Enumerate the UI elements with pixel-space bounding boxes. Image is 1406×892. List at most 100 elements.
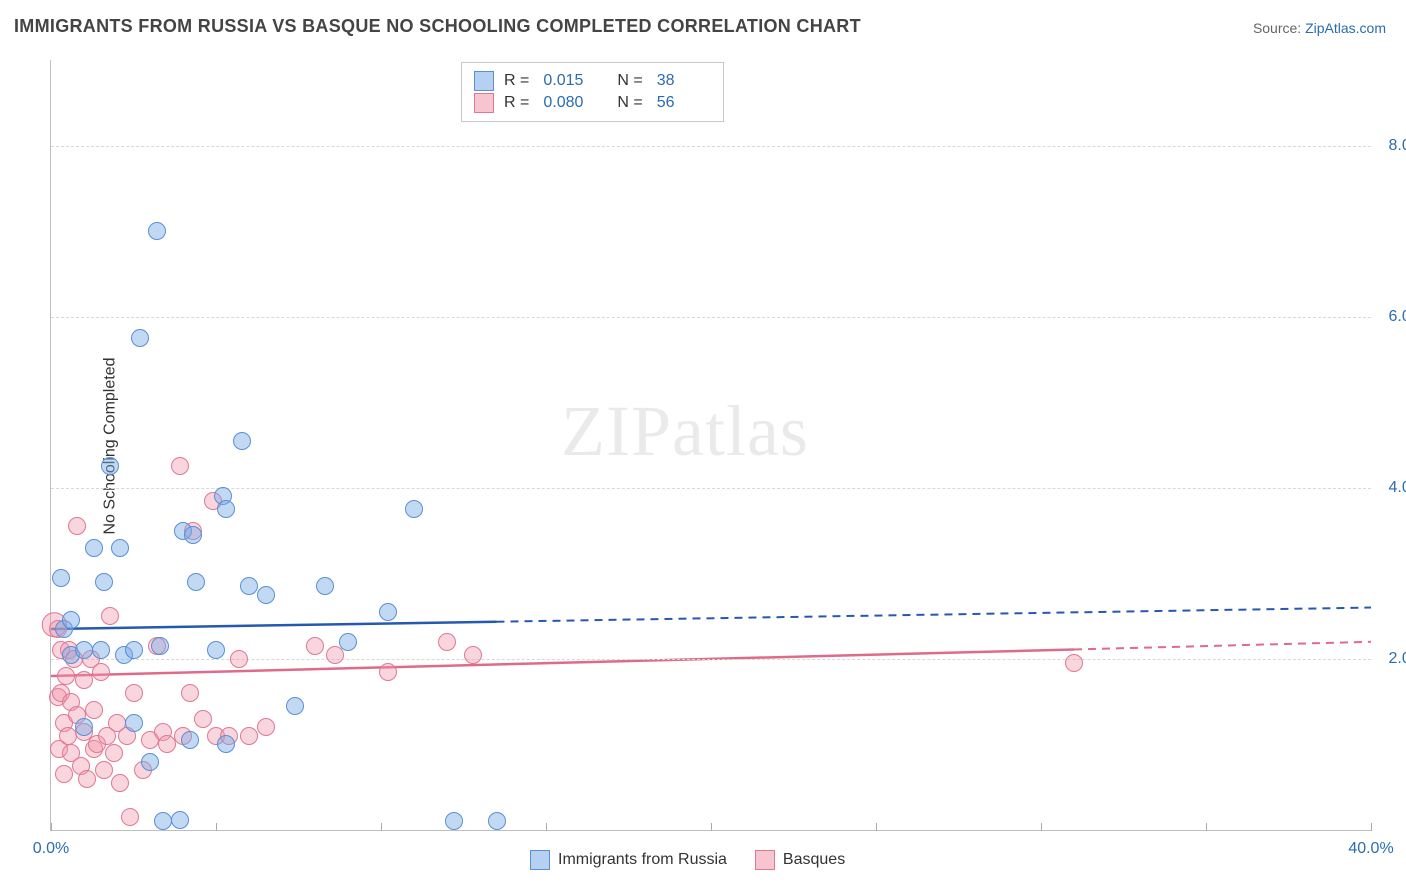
data-point [257, 586, 275, 604]
data-point [379, 663, 397, 681]
x-tick [381, 823, 382, 831]
x-tick [1206, 823, 1207, 831]
regression-line [51, 622, 497, 629]
data-point [75, 718, 93, 736]
data-point [85, 539, 103, 557]
data-point [339, 633, 357, 651]
data-point [306, 637, 324, 655]
x-tick [876, 823, 877, 831]
data-point [316, 577, 334, 595]
gridline [51, 146, 1371, 147]
legend-swatch [474, 71, 494, 91]
data-point [85, 701, 103, 719]
plot-area: ZIPatlas R =0.015N =38R =0.080N =56 2.0%… [50, 60, 1371, 831]
data-point [488, 812, 506, 830]
x-tick [51, 823, 52, 831]
data-point [92, 663, 110, 681]
y-tick-label: 4.0% [1389, 479, 1406, 497]
x-tick [546, 823, 547, 831]
source-prefix: Source: [1253, 20, 1305, 36]
regression-line-extrapolated [497, 608, 1372, 622]
data-point [68, 517, 86, 535]
n-value: 56 [657, 94, 711, 112]
n-label: N = [617, 72, 642, 90]
data-point [101, 457, 119, 475]
gridline [51, 317, 1371, 318]
data-point [75, 641, 93, 659]
legend-swatch [530, 850, 550, 870]
regression-line [51, 649, 1074, 676]
gridline [51, 659, 1371, 660]
legend-swatch [755, 850, 775, 870]
data-point [171, 811, 189, 829]
data-point [141, 753, 159, 771]
data-point [464, 646, 482, 664]
data-point [125, 714, 143, 732]
data-point [181, 731, 199, 749]
data-point [207, 641, 225, 659]
watermark-atlas: atlas [672, 391, 809, 471]
regression-line-extrapolated [1074, 642, 1371, 650]
data-point [184, 526, 202, 544]
r-label: R = [504, 94, 529, 112]
data-point [105, 744, 123, 762]
x-tick-label: 40.0% [1348, 840, 1393, 858]
legend-swatch [474, 93, 494, 113]
data-point [62, 611, 80, 629]
legend-series: Immigrants from Russia Basques [530, 850, 845, 870]
data-point [171, 457, 189, 475]
legend-row: R = 0.015 N = 38 [474, 71, 711, 91]
data-point [445, 812, 463, 830]
data-point [57, 667, 75, 685]
legend-label: Immigrants from Russia [558, 851, 727, 869]
data-point [240, 577, 258, 595]
y-tick-label: 6.0% [1389, 308, 1406, 326]
source-label: Source: ZipAtlas.com [1253, 20, 1386, 36]
data-point [131, 329, 149, 347]
x-tick [1041, 823, 1042, 831]
n-label: N = [617, 94, 642, 112]
data-point [257, 718, 275, 736]
data-point [233, 432, 251, 450]
r-label: R = [504, 72, 529, 90]
data-point [158, 735, 176, 753]
chart-page: IMMIGRANTS FROM RUSSIA VS BASQUE NO SCHO… [0, 0, 1406, 892]
data-point [217, 735, 235, 753]
data-point [125, 641, 143, 659]
data-point [240, 727, 258, 745]
x-tick [1371, 823, 1372, 831]
x-tick [711, 823, 712, 831]
data-point [111, 774, 129, 792]
x-tick [216, 823, 217, 831]
n-value: 38 [657, 72, 711, 90]
data-point [405, 500, 423, 518]
watermark: ZIPatlas [561, 390, 809, 473]
data-point [55, 765, 73, 783]
y-tick-label: 8.0% [1389, 137, 1406, 155]
data-point [78, 770, 96, 788]
data-point [187, 573, 205, 591]
chart-title: IMMIGRANTS FROM RUSSIA VS BASQUE NO SCHO… [14, 16, 861, 37]
data-point [75, 671, 93, 689]
data-point [125, 684, 143, 702]
watermark-zip: ZIP [561, 391, 672, 471]
r-value: 0.015 [543, 72, 597, 90]
gridline [51, 488, 1371, 489]
y-tick-label: 2.0% [1389, 650, 1406, 668]
source-link[interactable]: ZipAtlas.com [1305, 20, 1386, 36]
legend-row: R =0.080N =56 [474, 93, 711, 113]
data-point [438, 633, 456, 651]
data-point [151, 637, 169, 655]
data-point [111, 539, 129, 557]
data-point [52, 569, 70, 587]
data-point [154, 812, 172, 830]
data-point [181, 684, 199, 702]
legend-item: Basques [755, 850, 845, 870]
data-point [101, 607, 119, 625]
data-point [217, 500, 235, 518]
data-point [194, 710, 212, 728]
data-point [121, 808, 139, 826]
x-tick-label: 0.0% [33, 840, 69, 858]
data-point [148, 222, 166, 240]
legend-label: Basques [783, 851, 845, 869]
